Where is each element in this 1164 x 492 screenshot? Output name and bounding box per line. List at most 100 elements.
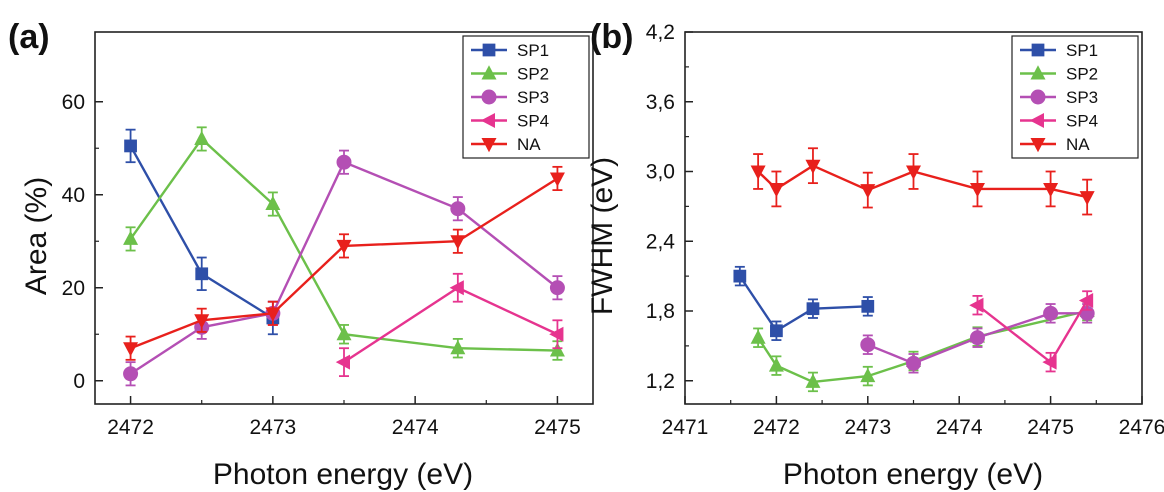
data-point bbox=[265, 195, 281, 211]
legend-swatch-marker bbox=[481, 89, 497, 105]
panel-b: (b) 2471 2472 2473 2474 2475 2476 1,2 1,8 2,4 3,0… bbox=[586, 18, 1164, 491]
data-point bbox=[768, 182, 784, 198]
series-sp4 bbox=[969, 290, 1094, 373]
series-na bbox=[750, 147, 1095, 216]
panel-b-ylabel: FWHM (eV) bbox=[586, 157, 619, 315]
data-point bbox=[969, 182, 985, 198]
data-point bbox=[549, 172, 565, 187]
data-point bbox=[1079, 191, 1095, 206]
legend-swatch-marker bbox=[481, 138, 497, 153]
data-point bbox=[124, 139, 137, 153]
panel-a-xlabel: Photon energy (eV) bbox=[213, 458, 473, 491]
series-sp2 bbox=[123, 126, 565, 361]
data-point bbox=[860, 367, 876, 383]
y-tick-label: 1,8 bbox=[646, 300, 675, 323]
data-point bbox=[195, 267, 209, 281]
legend-label: SP3 bbox=[517, 88, 549, 107]
y-tick-label: 20 bbox=[62, 277, 85, 300]
y-tick-label: 3,6 bbox=[646, 91, 675, 114]
series-line bbox=[738, 275, 868, 333]
x-tick-label: 2473 bbox=[844, 416, 891, 439]
legend-label: SP4 bbox=[517, 112, 549, 131]
legend-swatch-marker bbox=[480, 113, 495, 128]
data-point bbox=[806, 302, 820, 316]
legend-label: SP1 bbox=[1066, 41, 1098, 60]
x-tick-label: 2476 bbox=[1119, 416, 1164, 439]
data-point bbox=[549, 280, 565, 296]
y-tick-label: 4,2 bbox=[646, 21, 675, 44]
x-tick-label: 2475 bbox=[534, 416, 581, 439]
series-line bbox=[129, 137, 558, 352]
x-tick-label: 2474 bbox=[392, 416, 439, 439]
series-sp1 bbox=[124, 128, 280, 336]
legend-swatch-marker bbox=[482, 43, 496, 57]
y-tick-label: 40 bbox=[62, 184, 85, 207]
data-point bbox=[336, 326, 352, 341]
data-point bbox=[194, 314, 210, 329]
legend-label: SP2 bbox=[1066, 65, 1098, 84]
legend-label: NA bbox=[517, 135, 541, 154]
legend-swatch-marker bbox=[1029, 113, 1044, 128]
data-point bbox=[449, 280, 464, 296]
data-point bbox=[733, 269, 747, 283]
data-point bbox=[860, 337, 876, 353]
data-point bbox=[969, 297, 984, 313]
series-line bbox=[757, 309, 1088, 384]
y-tick-label: 0 bbox=[73, 370, 85, 393]
data-point bbox=[861, 299, 875, 313]
x-tick-label: 2472 bbox=[107, 416, 154, 439]
data-point bbox=[194, 130, 210, 145]
legend-swatch-marker bbox=[1030, 138, 1046, 153]
legend-swatch-marker bbox=[1030, 65, 1046, 80]
y-tick-label: 1,2 bbox=[646, 370, 675, 393]
panel-a: (a) 2472 2473 2474 2475 0 20 40 60 SP1 SP2 SP3 SP4 N… bbox=[8, 18, 594, 491]
panel-b-xlabel: Photon energy (eV) bbox=[783, 458, 1043, 491]
x-tick-label: 2472 bbox=[753, 416, 800, 439]
legend-swatch-marker bbox=[1030, 89, 1046, 105]
legend-label: SP4 bbox=[1066, 112, 1098, 131]
data-point bbox=[336, 239, 352, 255]
series-line bbox=[757, 164, 1088, 199]
data-point bbox=[750, 165, 766, 180]
y-tick-label: 60 bbox=[62, 91, 85, 114]
data-point bbox=[906, 165, 921, 180]
data-point bbox=[549, 342, 565, 357]
data-point bbox=[123, 342, 139, 357]
legend-label: SP2 bbox=[517, 65, 549, 84]
data-point bbox=[1042, 354, 1057, 370]
panel-b-label: (b) bbox=[590, 18, 633, 56]
data-point bbox=[123, 366, 139, 382]
y-tick-label: 2,4 bbox=[646, 230, 676, 253]
data-point bbox=[770, 324, 783, 338]
data-point bbox=[906, 355, 921, 371]
legend-swatch-marker bbox=[1031, 43, 1045, 57]
series-line bbox=[130, 177, 559, 350]
legend-swatch-marker bbox=[481, 65, 497, 80]
data-point bbox=[450, 235, 466, 250]
data-point bbox=[1043, 182, 1059, 198]
panel-b-legend: SP1 SP2 SP3 SP4 NA bbox=[1011, 35, 1139, 159]
data-point bbox=[805, 373, 821, 388]
data-point bbox=[450, 201, 466, 217]
x-tick-label: 2474 bbox=[936, 416, 983, 439]
series-line bbox=[129, 145, 274, 319]
series-line bbox=[129, 160, 559, 375]
legend-label: SP3 bbox=[1066, 88, 1098, 107]
data-point bbox=[1043, 305, 1059, 321]
x-tick-label: 2473 bbox=[249, 416, 296, 439]
panel-a-legend: SP1 SP2 SP3 SP4 NA bbox=[462, 35, 590, 159]
panel-a-ylabel: Area (%) bbox=[20, 177, 53, 295]
x-tick-label: 2471 bbox=[662, 416, 709, 439]
data-point bbox=[335, 354, 350, 370]
x-tick-label: 2475 bbox=[1027, 416, 1074, 439]
series-line bbox=[343, 286, 558, 364]
y-tick-label: 3,0 bbox=[646, 161, 675, 184]
data-point bbox=[450, 339, 466, 355]
series-na bbox=[123, 165, 565, 361]
panel-a-plot: 2472 2473 2474 2475 0 20 40 60 SP1 SP2 SP3 SP4 NA bbox=[62, 31, 594, 439]
data-point bbox=[123, 230, 139, 245]
data-point bbox=[768, 357, 784, 372]
legend-label: NA bbox=[1066, 135, 1090, 154]
data-point bbox=[1078, 293, 1094, 309]
